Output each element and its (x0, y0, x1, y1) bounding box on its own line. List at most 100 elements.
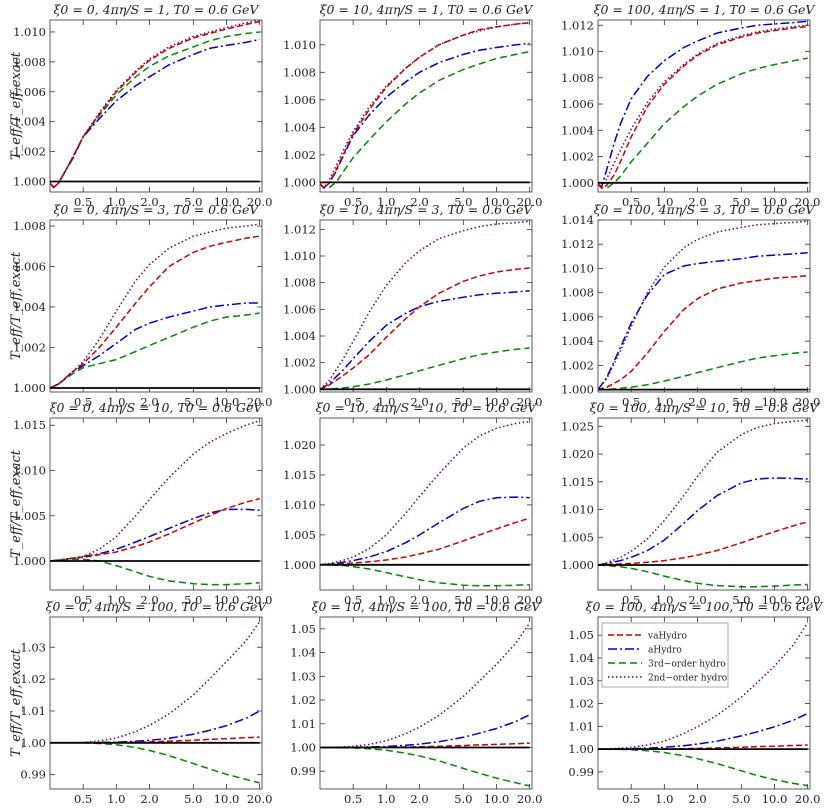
panel-3-1: ξ0 = 10, 4πη/S = 100, T0 = 0.6 GeV 0.99 1.… (290, 599, 542, 806)
series-line-aHydro (320, 42, 530, 189)
y-tick-label: 1.01 (568, 719, 594, 733)
y-tick-label: 1.00 (568, 742, 594, 756)
panel-title: ξ0 = 10, 4πη/S = 3, T0 = 0.6 GeV (320, 202, 535, 217)
legend-box (601, 622, 729, 688)
x-tick-label: 5.0 (732, 593, 750, 607)
y-tick-label: 1.006 (13, 260, 46, 274)
y-tick-label: 1.004 (13, 115, 46, 129)
series-line-vaHydro (598, 521, 808, 566)
x-tick-label: 10.0 (762, 395, 788, 409)
x-tick-label: 5.0 (184, 395, 202, 409)
y-tick-label: 1.010 (561, 503, 594, 517)
series-line-second (50, 223, 260, 389)
panel-0-2: ξ0 = 100, 4πη/S = 1, T0 = 0.6 GeV 1.000 1.… (561, 2, 820, 209)
legend-label-aHydro: aHydro (648, 646, 682, 656)
x-tick-label: 20.0 (795, 593, 821, 607)
y-tick-label: 1.000 (283, 175, 316, 189)
x-tick-label: 1.0 (377, 593, 395, 607)
y-tick-label: 1.015 (561, 475, 594, 489)
y-tick-label: 1.03 (568, 674, 594, 688)
x-tick-label: 5.0 (184, 195, 202, 209)
y-tick-label: 1.008 (13, 219, 46, 233)
y-tick-label: 1.006 (13, 85, 46, 99)
series-line-second (320, 420, 530, 566)
y-tick-label: 1.004 (13, 300, 46, 314)
y-tick-label: 1.03 (20, 640, 46, 654)
series-line-vaHydro (320, 267, 530, 390)
x-tick-label: 20.0 (517, 395, 543, 409)
panel-title: ξ0 = 0, 4πη/S = 10, T0 = 0.6 GeV (50, 400, 265, 415)
x-tick-label: 5.0 (184, 792, 202, 806)
plot-frame (319, 219, 533, 393)
x-tick-label: 2.0 (688, 593, 706, 607)
x-tick-label: 20.0 (795, 792, 821, 806)
x-tick-label: 0.5 (344, 593, 362, 607)
panel-title: ξ0 = 100, 4πη/S = 10, T0 = 0.6 GeV (590, 400, 821, 415)
panel-3-2: ξ0 = 100, 4πη/S = 100, T0 = 0.6 GeV 0.99 1… (568, 599, 824, 806)
panel-1-0: ξ0 = 0, 4πη/S = 3, T0 = 0.6 GeV1.0001.00… (9, 202, 272, 409)
x-tick-label: 2.0 (140, 395, 158, 409)
x-tick-label: 0.5 (74, 395, 92, 409)
series-line-aHydro (50, 38, 260, 189)
y-tick-label: 1.005 (283, 528, 316, 542)
y-tick-label: 1.008 (13, 55, 46, 69)
y-tick-label: 1.004 (283, 120, 316, 134)
y-tick-label: 1.000 (561, 558, 594, 572)
x-tick-label: 10.0 (214, 792, 240, 806)
series-line-second (50, 419, 260, 562)
series-line-second (598, 419, 808, 566)
series-line-aHydro (320, 714, 531, 749)
x-tick-label: 10.0 (214, 593, 240, 607)
series-line-vaHydro (598, 25, 808, 189)
y-tick-label: 1.02 (290, 693, 316, 707)
x-tick-label: 0.5 (344, 395, 362, 409)
series-line-aHydro (50, 302, 260, 389)
y-tick-label: 1.002 (561, 358, 594, 372)
y-tick-label: 1.002 (13, 340, 46, 354)
y-tick-label: 1.000 (13, 175, 46, 189)
y-tick-label: 1.008 (283, 65, 316, 79)
y-tick-label: 1.002 (561, 150, 594, 164)
y-tick-label: 1.012 (283, 222, 316, 236)
y-tick-label: 1.05 (290, 622, 316, 636)
panel-title: ξ0 = 0, 4πη/S = 3, T0 = 0.6 GeV (54, 202, 261, 217)
x-tick-label: 2.0 (410, 195, 428, 209)
x-tick-label: 0.5 (622, 792, 640, 806)
y-tick-label: 1.002 (13, 145, 46, 159)
y-tick-label: 1.010 (283, 38, 316, 52)
series-line-vaHydro (598, 274, 808, 391)
x-tick-label: 1.0 (107, 792, 125, 806)
series-line-third (598, 564, 808, 588)
x-tick-label: 5.0 (454, 395, 472, 409)
y-tick-label: 1.000 (13, 554, 46, 568)
series-line-third (50, 742, 260, 784)
series-line-aHydro (320, 289, 530, 390)
y-tick-label: 1.015 (283, 468, 316, 482)
y-tick-label: 1.020 (283, 438, 316, 452)
x-tick-label: 20.0 (795, 395, 821, 409)
y-tick-label: 1.02 (20, 672, 46, 686)
series-line-aHydro (598, 712, 809, 750)
x-tick-label: 5.0 (454, 792, 472, 806)
y-tick-label: 1.025 (561, 419, 594, 433)
legend-label-third: 3rd−order hydro (648, 660, 726, 670)
x-tick-label: 5.0 (454, 593, 472, 607)
panel-title: ξ0 = 0, 4πη/S = 100, T0 = 0.6 GeV (46, 599, 269, 614)
x-tick-label: 5.0 (184, 593, 202, 607)
series-line-second (320, 220, 530, 390)
x-tick-label: 0.5 (74, 593, 92, 607)
series-line-third (598, 57, 808, 189)
x-tick-label: 1.0 (655, 593, 673, 607)
series-line-aHydro (598, 20, 808, 188)
x-tick-label: 5.0 (454, 195, 472, 209)
x-tick-label: 0.5 (74, 195, 92, 209)
plot-frame (597, 219, 811, 393)
y-tick-label: 1.006 (283, 93, 316, 107)
y-tick-label: 1.010 (561, 261, 594, 275)
x-tick-label: 10.0 (214, 395, 240, 409)
y-tick-label: 1.002 (283, 356, 316, 370)
x-tick-label: 5.0 (732, 395, 750, 409)
y-tick-label: 1.012 (561, 237, 594, 251)
plot-frame (49, 616, 263, 790)
series-line-vaHydro (320, 22, 530, 189)
